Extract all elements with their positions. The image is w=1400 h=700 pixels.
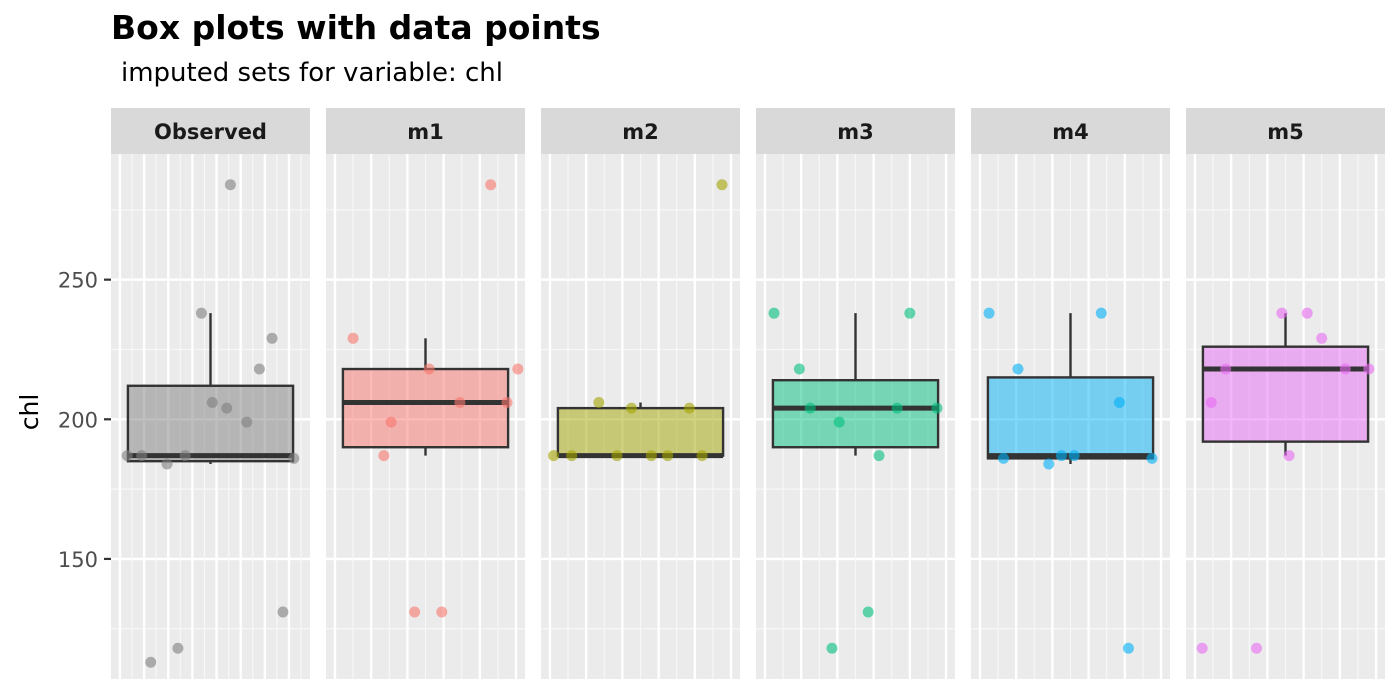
data-point — [904, 307, 916, 319]
data-point — [566, 450, 578, 462]
data-point — [512, 363, 524, 375]
facet-strip — [1186, 108, 1385, 154]
facet-label: m4 — [1052, 120, 1089, 144]
box — [126, 384, 295, 463]
data-point — [241, 416, 253, 428]
data-point — [1068, 450, 1080, 462]
data-point — [145, 656, 157, 668]
data-point — [423, 363, 435, 375]
data-point — [501, 397, 513, 409]
box — [341, 367, 510, 449]
y-tick-label: 150 — [58, 548, 98, 572]
data-point — [548, 450, 560, 462]
data-point — [206, 397, 218, 409]
data-point — [625, 402, 637, 414]
y-tick-label: 250 — [58, 269, 98, 293]
facet-label: m5 — [1267, 120, 1304, 144]
data-point — [683, 402, 695, 414]
data-point — [931, 402, 943, 414]
data-point — [891, 402, 903, 414]
panel-m3: m3 — [756, 108, 955, 679]
data-point — [136, 450, 148, 462]
data-point — [121, 450, 133, 462]
data-point — [1220, 363, 1232, 375]
data-point — [1205, 397, 1217, 409]
facet-label: m2 — [622, 120, 659, 144]
data-point — [409, 606, 421, 618]
chart-subtitle: imputed sets for variable: chl — [121, 58, 503, 88]
data-point — [1316, 332, 1328, 344]
data-point — [645, 450, 657, 462]
data-point — [1196, 642, 1208, 654]
y-tick-label: 200 — [58, 408, 98, 432]
box — [556, 406, 725, 457]
facet-panels: Observed m1 m2 m3 m4 m5 — [111, 108, 1385, 679]
data-point — [662, 450, 674, 462]
y-axis-title: chl — [15, 394, 44, 431]
data-point — [826, 642, 838, 654]
data-point — [1251, 642, 1263, 654]
facet-strip — [971, 108, 1170, 154]
data-point — [1339, 363, 1351, 375]
data-point — [161, 458, 173, 470]
facet-strip — [541, 108, 740, 154]
data-point — [288, 452, 300, 464]
data-point — [436, 606, 448, 618]
data-point — [983, 307, 995, 319]
data-point — [768, 307, 780, 319]
data-point — [1363, 363, 1375, 375]
data-point — [1095, 307, 1107, 319]
box — [986, 376, 1155, 460]
panel-m4: m4 — [971, 108, 1170, 679]
data-point — [172, 642, 184, 654]
data-point — [195, 307, 207, 319]
data-point — [221, 402, 233, 414]
data-point — [804, 402, 816, 414]
data-point — [862, 606, 874, 618]
panel-m2: m2 — [541, 108, 740, 679]
data-point — [1012, 363, 1024, 375]
facet-label: Observed — [154, 120, 267, 144]
data-point — [1122, 642, 1134, 654]
data-point — [1301, 307, 1313, 319]
data-point — [385, 416, 397, 428]
data-point — [378, 450, 390, 462]
data-point — [1276, 307, 1288, 319]
data-point — [277, 606, 289, 618]
data-point — [696, 450, 708, 462]
data-point — [593, 397, 605, 409]
facet-strip — [756, 108, 955, 154]
data-point — [997, 452, 1009, 464]
box — [1201, 345, 1370, 443]
y-axis: 150 200 250 — [58, 269, 111, 572]
data-point — [833, 416, 845, 428]
data-point — [347, 332, 359, 344]
facet-strip — [326, 108, 525, 154]
data-point — [716, 179, 728, 191]
panel-m5: m5 — [1186, 108, 1385, 679]
box — [771, 378, 940, 449]
data-point — [611, 450, 623, 462]
data-point — [1043, 458, 1055, 470]
facet-label: m3 — [837, 120, 874, 144]
data-point — [1113, 397, 1125, 409]
panel-m1: m1 — [326, 108, 525, 679]
chart-title: Box plots with data points — [111, 8, 601, 47]
facet-label: m1 — [407, 120, 444, 144]
facet-strip — [111, 108, 310, 154]
data-point — [485, 179, 497, 191]
data-point — [873, 450, 885, 462]
data-point — [179, 450, 191, 462]
data-point — [266, 332, 278, 344]
data-point — [454, 397, 466, 409]
data-point — [1283, 450, 1295, 462]
data-point — [224, 179, 236, 191]
data-point — [1146, 452, 1158, 464]
data-point — [253, 363, 265, 375]
data-point — [793, 363, 805, 375]
panel-observed: Observed — [111, 108, 310, 679]
data-point — [1055, 450, 1067, 462]
